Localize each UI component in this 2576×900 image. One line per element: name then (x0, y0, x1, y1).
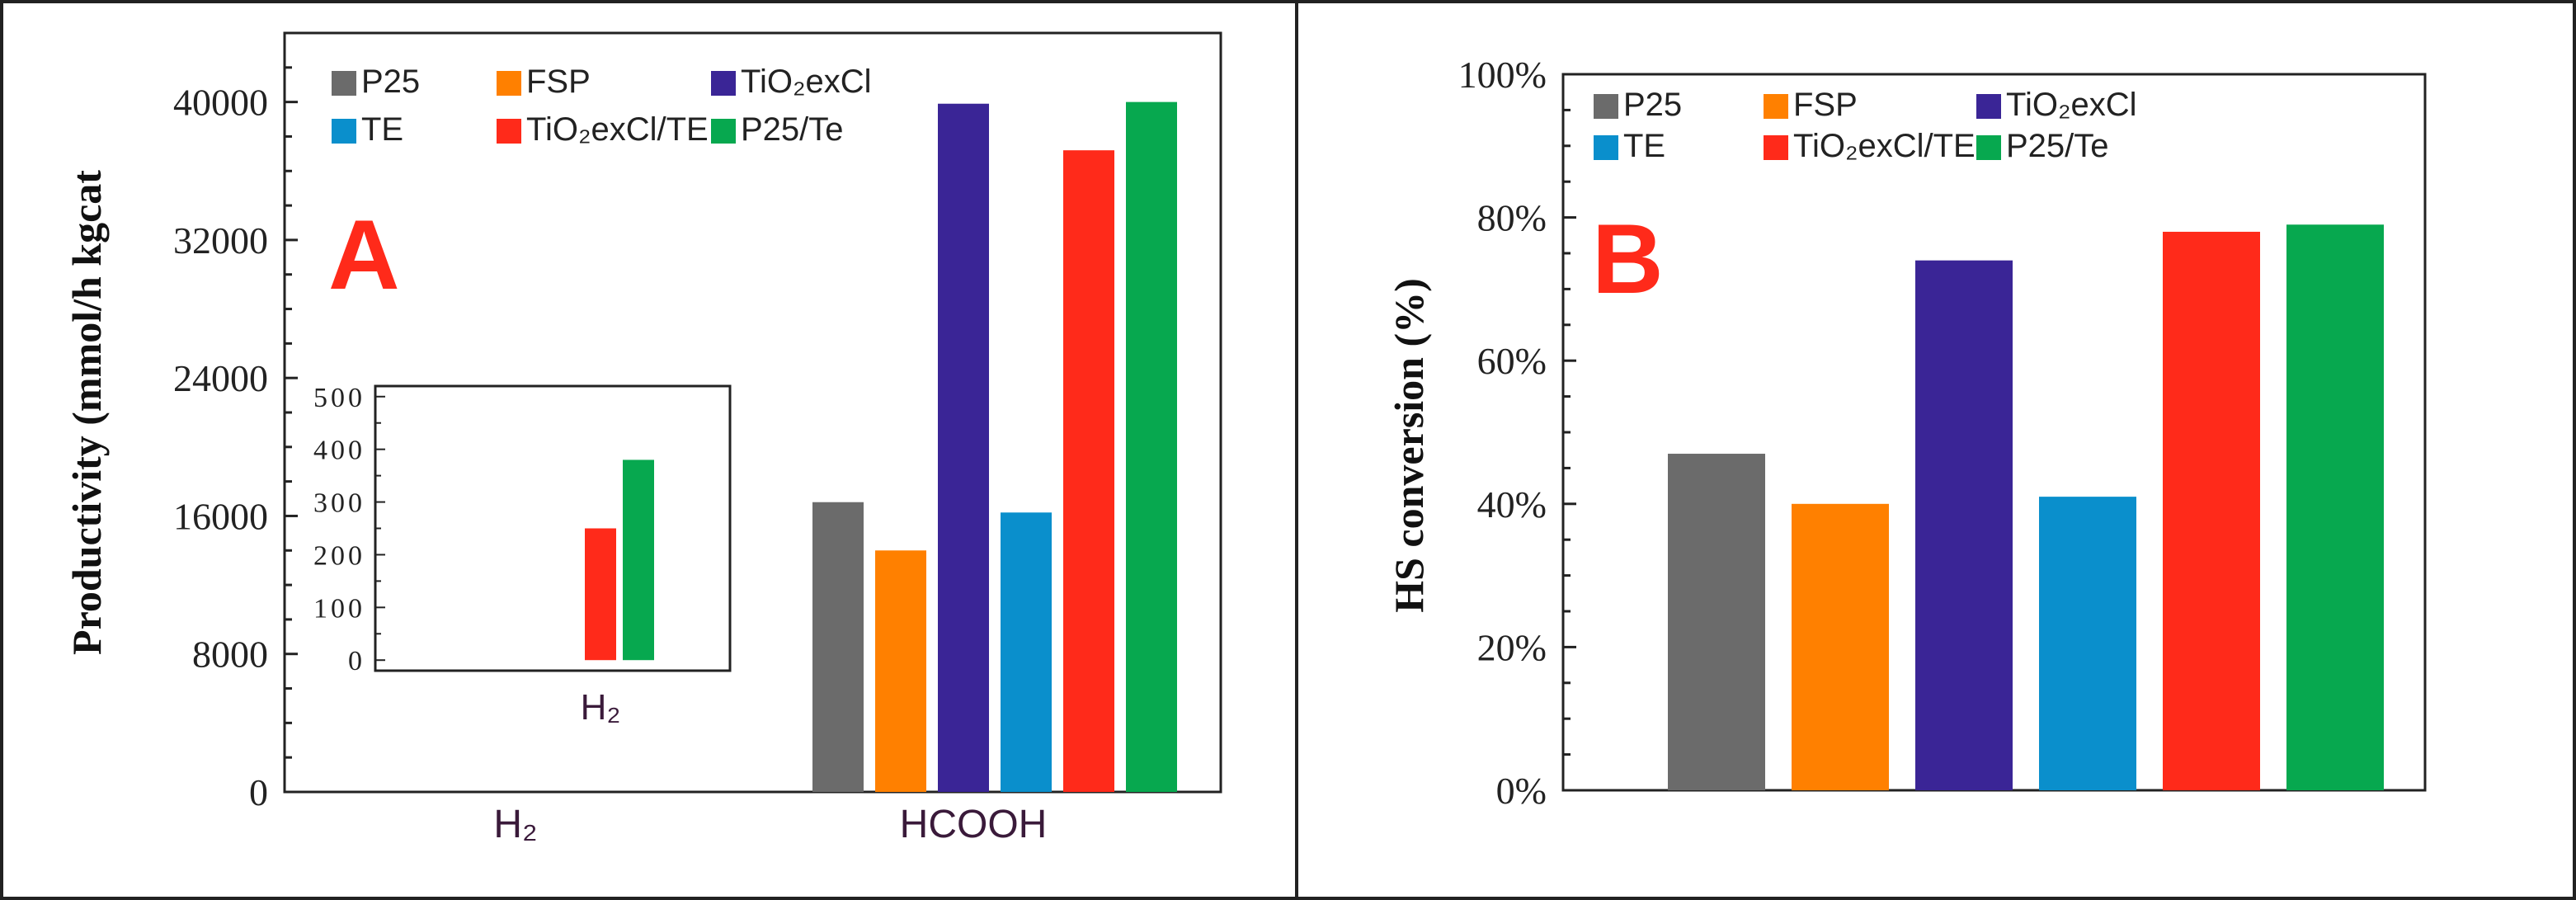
panel-b-legend-swatch (1594, 94, 1618, 119)
panel-b-legend-label: FSP (1793, 87, 1858, 123)
panel-a-legend-label: TiO₂exCl (741, 64, 872, 100)
panel-b-y-tick-label: 20% (1477, 626, 1547, 668)
panel-a-legend-swatch (497, 119, 521, 144)
inset-bars (585, 459, 654, 661)
panel-a-legend-swatch (332, 119, 356, 144)
panel-a-bars (812, 101, 1177, 793)
panel-a-y-tick-label: 40000 (173, 82, 268, 124)
panel-a-legend-label: P25 (361, 64, 420, 100)
panel-a-y-tick-label: 16000 (173, 495, 268, 537)
panel-b-legend-swatch (1976, 135, 2001, 160)
panel-b-legend-label: TiO₂exCl/TE (1793, 128, 1976, 164)
panel-a-inset: 0 100 200 300 400 500 H₂ (313, 383, 732, 728)
panel-b-y-tick-label: 40% (1477, 483, 1547, 525)
panel-b-legend-label: TE (1623, 128, 1665, 164)
panel-b-y-axis-title: HS conversion (%) (1386, 278, 1432, 613)
panel-a-category-label: H₂ (493, 803, 537, 846)
panel-b-legend-label: P25/Te (2006, 128, 2109, 164)
panel-b-legend-swatch (1594, 135, 1618, 160)
panel-b-legend-label: P25 (1623, 87, 1682, 123)
inset-y-tick-label: 400 (313, 436, 365, 466)
panel-b-y-tick-label: 60% (1477, 340, 1547, 382)
inset-y-tick-label: 100 (313, 593, 365, 624)
panel-b-legend-swatch (1976, 94, 2001, 119)
panel-b-bar (1915, 260, 2013, 790)
inset-y-axis: 0 100 200 300 400 500 (313, 383, 385, 676)
panel-b-bar (2163, 231, 2260, 791)
panel-b-legend-swatch (1764, 135, 1788, 160)
inset-bar (585, 528, 616, 661)
panel-a-bar (1063, 150, 1114, 792)
panel-a-legend-label: P25/Te (741, 111, 844, 148)
panel-b-legend: P25 FSP TiO₂exCl TE TiO₂exCl/TE P25/Te (1594, 87, 2137, 164)
inset-y-tick-label: 200 (313, 540, 365, 571)
inset-category-label: H₂ (581, 687, 621, 728)
panel-b: 0% 20% 40% 60% 80% 100% HS conversion (%) B P… (1386, 54, 2427, 812)
inset-bar (623, 459, 654, 661)
panel-a-category-label: HCOOH (900, 803, 1048, 846)
panel-b-y-axis: 0% 20% 40% 60% 80% 100% (1458, 54, 1576, 812)
panel-a-legend-swatch (497, 71, 521, 96)
inset-y-tick-label: 500 (313, 383, 365, 413)
panel-a-letter: A (328, 200, 400, 310)
panel-b-bar (1792, 503, 1889, 790)
panel-a-y-tick-label: 32000 (173, 219, 268, 262)
panel-a-legend-swatch (711, 71, 736, 96)
panel-b-bar (1668, 454, 1765, 790)
panel-b-y-tick-label: 0% (1496, 770, 1547, 812)
panel-a-y-axis: 0 8000 16000 24000 32000 40000 (173, 31, 298, 813)
inset-plot-frame (374, 384, 732, 672)
panel-a-bar (1126, 101, 1177, 793)
panel-a-legend-swatch (711, 119, 736, 144)
panel-a-legend-label: TE (361, 111, 403, 148)
panel-a-legend: P25 FSP TiO₂exCl TE TiO₂exCl/TE P25/Te (332, 64, 872, 148)
panel-b-bar (2286, 224, 2384, 790)
panel-a-legend-label: TiO₂exCl/TE (526, 111, 709, 148)
panel-a-bar (1001, 512, 1052, 792)
panel-b-bar (2039, 497, 2136, 790)
panel-b-y-tick-label: 100% (1458, 54, 1547, 96)
panel-b-letter: B (1592, 204, 1664, 314)
panel-a-legend-swatch (332, 71, 356, 96)
inset-y-tick-label: 300 (313, 488, 365, 519)
panel-a-bar (812, 502, 864, 792)
panel-a: 0 8000 16000 24000 32000 40000 Productivity (… (64, 31, 1222, 846)
panel-b-legend-swatch (1764, 94, 1788, 119)
panel-a-legend-label: FSP (526, 64, 591, 100)
panel-a-y-tick-label: 24000 (173, 357, 268, 399)
panel-a-bar (875, 550, 926, 792)
panel-a-y-axis-title: Productivity (mmol/h kgcat (64, 170, 110, 655)
panel-b-y-tick-label: 80% (1477, 197, 1547, 239)
panel-b-bars (1668, 224, 2384, 791)
panel-b-legend-label: TiO₂exCl (2006, 87, 2137, 123)
inset-y-tick-label: 0 (348, 646, 365, 676)
panel-a-y-tick-label: 0 (249, 771, 268, 813)
panel-a-y-tick-label: 8000 (192, 634, 268, 676)
panel-a-bar (938, 103, 989, 792)
